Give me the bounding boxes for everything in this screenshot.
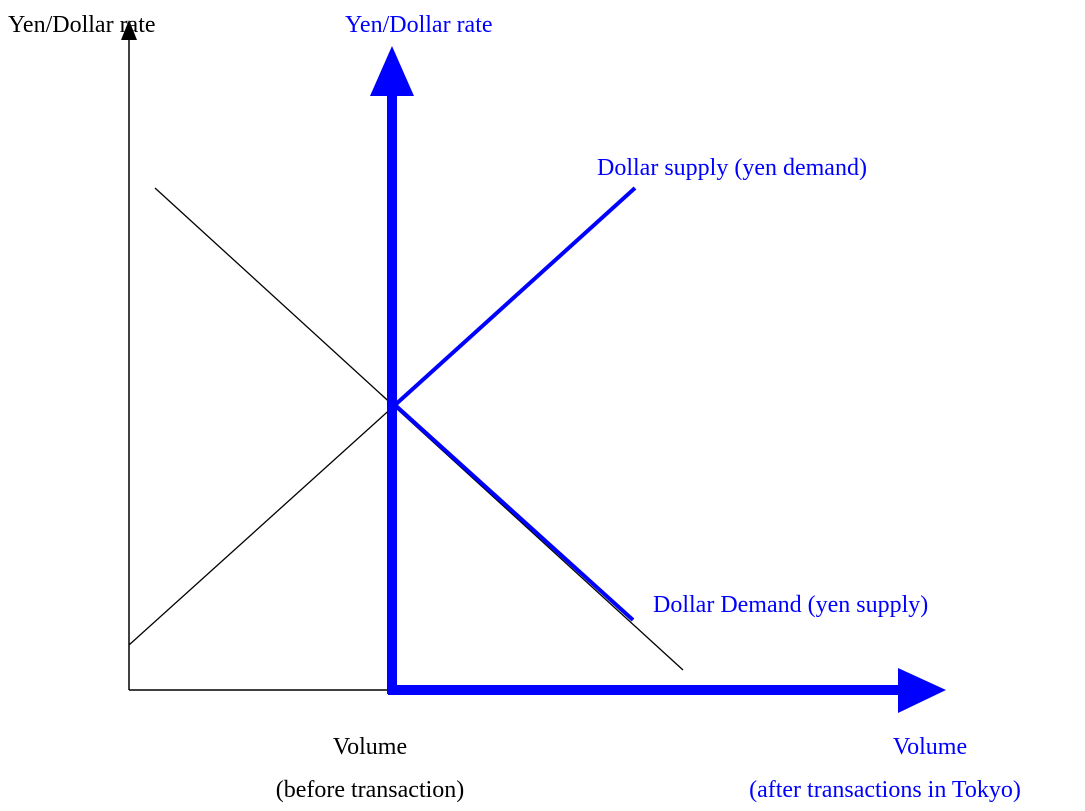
arrowhead (370, 46, 414, 96)
curve-label: Dollar Demand (yen supply) (653, 592, 928, 618)
x-axis-label: Volume (893, 734, 967, 760)
arrowhead (898, 668, 946, 713)
y-axis-label: Yen/Dollar rate (345, 12, 493, 38)
supply-before (128, 404, 396, 646)
arrowhead (121, 20, 137, 40)
supply-after (393, 186, 637, 407)
demand-after (393, 403, 635, 622)
y-axis-label: Yen/Dollar rate (8, 12, 156, 38)
x-axis-label: Volume (333, 734, 407, 760)
curve-label: Dollar supply (yen demand) (597, 155, 867, 181)
x-axis-note: (before transaction) (276, 777, 465, 803)
x-axis-note: (after transactions in Tokyo) (749, 777, 1021, 803)
